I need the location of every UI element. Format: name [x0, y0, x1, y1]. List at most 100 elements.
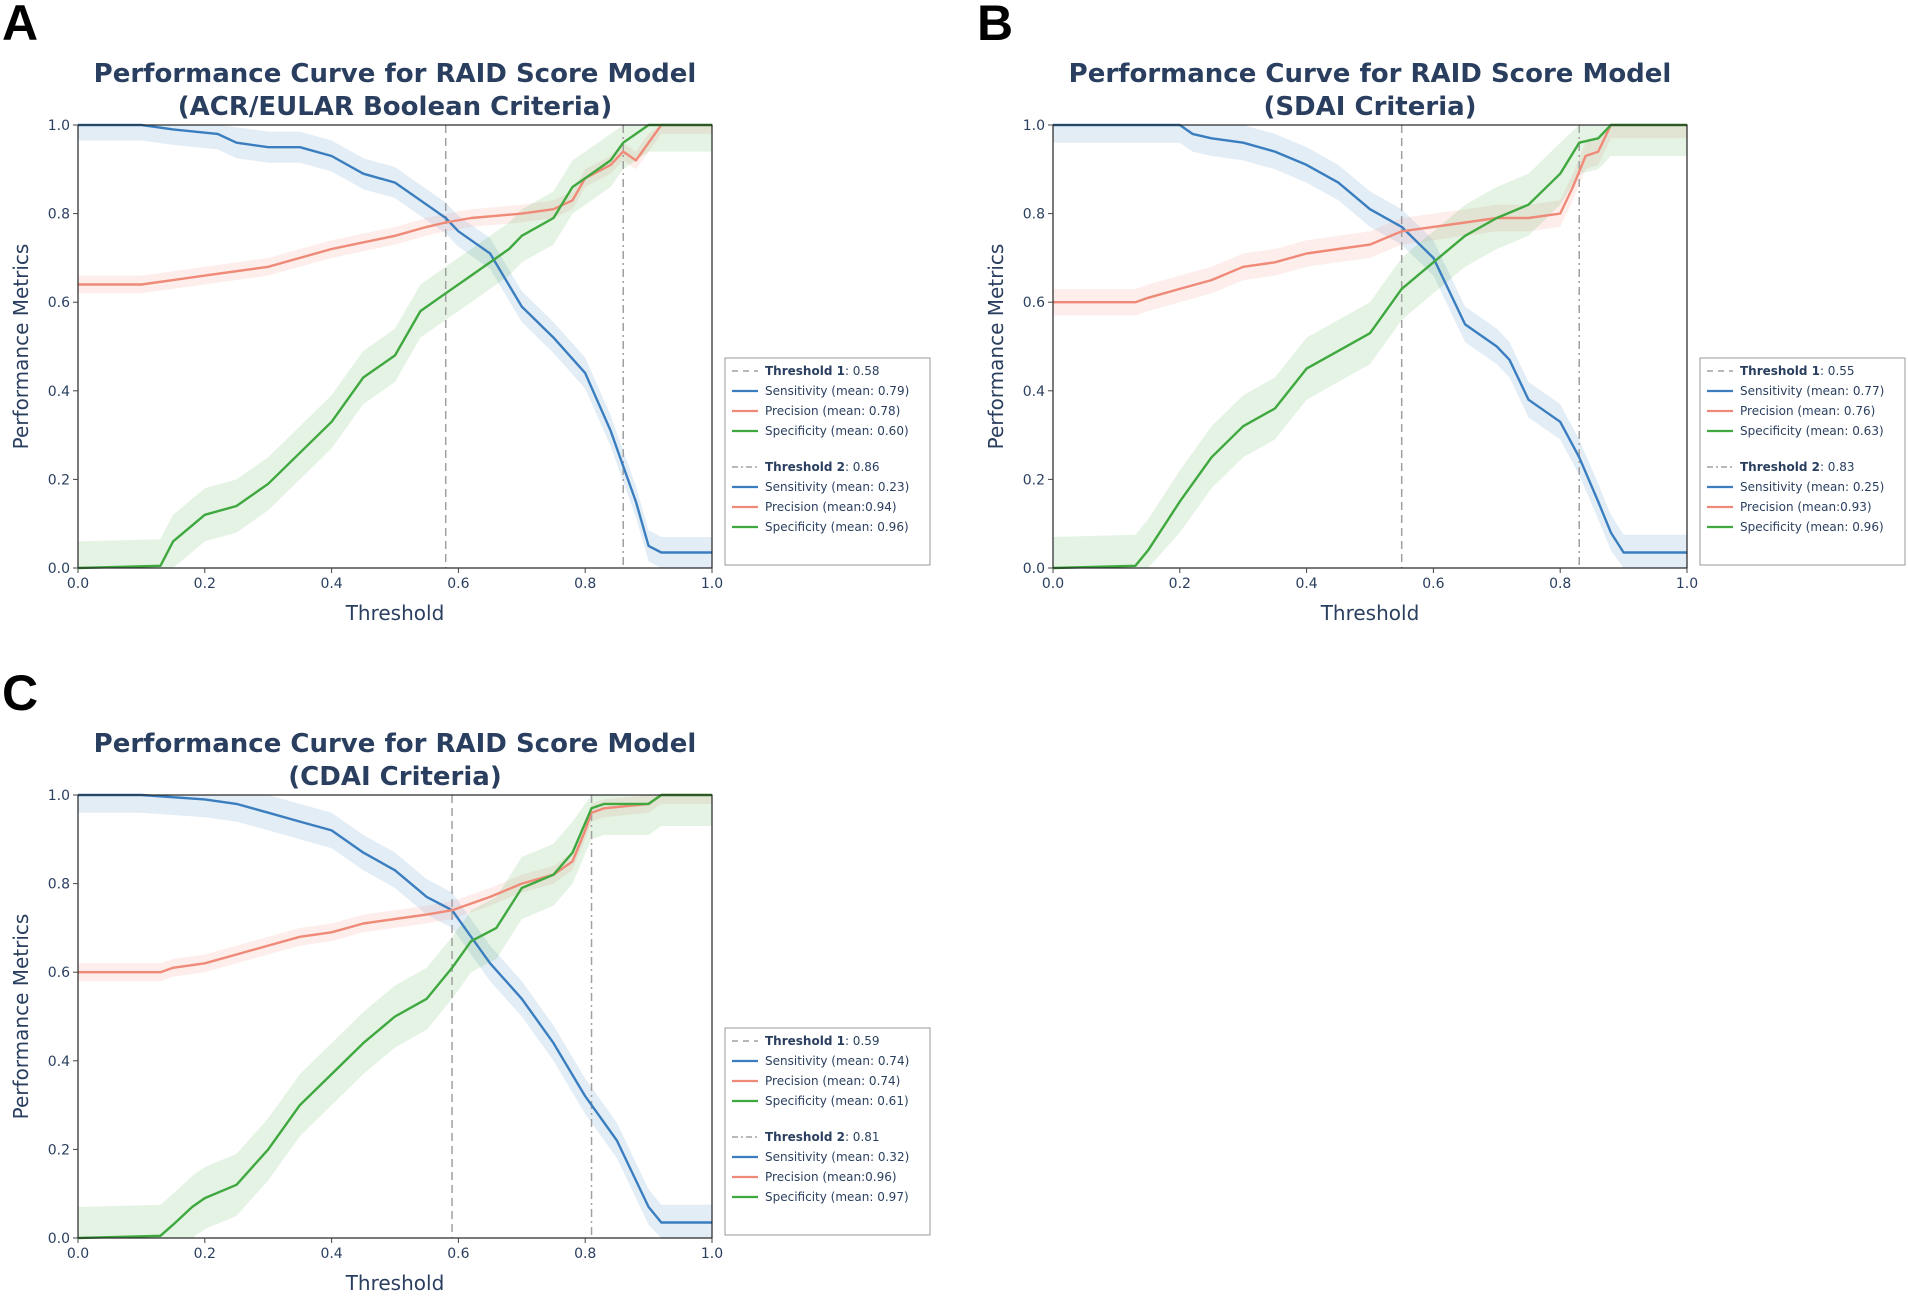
x-tick-label: 0.0	[1042, 576, 1064, 592]
legend-sensitivity-entry: Sensitivity (mean: 0.23)	[765, 480, 909, 494]
legend-specificity-entry: Specificity (mean: 0.96)	[1740, 520, 1884, 534]
legend-threshold-label: Threshold 1	[1740, 364, 1820, 378]
y-tick-label: 0.6	[48, 965, 70, 981]
x-tick-label: 1.0	[701, 576, 723, 592]
legend-precision-entry: Precision (mean:0.94)	[765, 500, 897, 514]
legend-sensitivity-entry: Sensitivity (mean: 0.74)	[765, 1054, 909, 1068]
chart-subtitle: (SDAI Criteria)	[1263, 92, 1476, 122]
x-tick-label: 0.2	[1169, 576, 1191, 592]
x-axis-label: Threshold	[345, 1271, 445, 1295]
plot-frame	[77, 124, 713, 569]
legend-specificity-entry: Specificity (mean: 0.61)	[765, 1094, 909, 1108]
y-tick-label: 0.6	[1023, 295, 1045, 311]
x-tick-label: 0.6	[447, 1246, 469, 1262]
legend-threshold-value: : 0.55	[1820, 364, 1855, 378]
legend-box	[1699, 357, 1906, 566]
legend-threshold-label: Threshold 1	[765, 1034, 845, 1048]
y-tick-label: 1.0	[48, 788, 70, 804]
legend-specificity-entry: Specificity (mean: 0.97)	[765, 1190, 909, 1204]
precision-line	[78, 793, 712, 974]
y-axis-label: Performance Metrics	[9, 244, 33, 450]
legend-sensitivity-entry: Sensitivity (mean: 0.77)	[1740, 384, 1884, 398]
plot-area	[78, 123, 712, 570]
legend-precision-entry: Precision (mean: 0.76)	[1740, 404, 1875, 418]
sensitivity-confidence-band	[78, 795, 712, 1238]
y-axis-label: Performance Metrics	[9, 914, 33, 1120]
legend-box	[724, 357, 931, 566]
legend-threshold-entry: Threshold 2: 0.81	[765, 1130, 880, 1144]
legend-threshold-entry: Threshold 2: 0.83	[1740, 460, 1855, 474]
legend-threshold-label: Threshold 2	[1740, 460, 1820, 474]
plot-area	[1053, 123, 1687, 570]
legend-threshold-value: : 0.81	[845, 1130, 880, 1144]
y-tick-label: 0.2	[48, 1142, 70, 1158]
sensitivity-confidence-band	[1053, 125, 1687, 568]
y-tick-label: 1.0	[48, 118, 70, 134]
panel-letter: B	[977, 0, 1014, 51]
specificity-line	[1053, 123, 1687, 570]
panel-letter: C	[2, 665, 39, 721]
legend-threshold-entry: Threshold 1: 0.59	[765, 1034, 880, 1048]
sensitivity-line	[1053, 123, 1687, 554]
legend-sensitivity-entry: Sensitivity (mean: 0.25)	[1740, 480, 1884, 494]
y-tick-label: 0.6	[48, 295, 70, 311]
panel-a: A Performance Curve for RAID Score Model…	[0, 0, 950, 640]
precision-line	[78, 123, 712, 286]
legend-precision-entry: Precision (mean:0.96)	[765, 1170, 897, 1184]
legend-specificity-entry: Specificity (mean: 0.60)	[765, 424, 909, 438]
plot-frame	[77, 794, 713, 1239]
chart-legend: Threshold 1: 0.58 Sensitivity (mean: 0.79…	[724, 357, 931, 566]
performance-chart: Performance Curve for RAID Score Model(S…	[984, 59, 1906, 625]
legend-threshold-value: : 0.59	[845, 1034, 880, 1048]
sensitivity-line	[78, 123, 712, 554]
x-axis-label: Threshold	[345, 601, 445, 625]
y-tick-label: 1.0	[1023, 118, 1045, 134]
x-tick-label: 0.8	[574, 576, 596, 592]
chart-title: Performance Curve for RAID Score Model	[1069, 59, 1672, 89]
x-tick-label: 0.2	[194, 576, 216, 592]
plot-area	[78, 793, 712, 1240]
x-tick-label: 1.0	[1676, 576, 1698, 592]
legend-threshold-entry: Threshold 1: 0.55	[1740, 364, 1855, 378]
specificity-line	[78, 123, 712, 570]
legend-specificity-entry: Specificity (mean: 0.96)	[765, 520, 909, 534]
y-axis-label: Performance Metrics	[984, 244, 1008, 450]
y-tick-label: 0.4	[1023, 384, 1045, 400]
y-tick-label: 0.2	[48, 472, 70, 488]
x-tick-label: 0.8	[574, 1246, 596, 1262]
performance-chart: Performance Curve for RAID Score Model(C…	[9, 729, 931, 1295]
x-tick-label: 0.8	[1549, 576, 1571, 592]
precision-line	[1053, 123, 1687, 304]
chart-legend: Threshold 1: 0.59 Sensitivity (mean: 0.74…	[724, 1027, 931, 1236]
legend-specificity-entry: Specificity (mean: 0.63)	[1740, 424, 1884, 438]
chart-legend: Threshold 1: 0.55 Sensitivity (mean: 0.77…	[1699, 357, 1906, 566]
y-tick-label: 0.8	[1023, 207, 1045, 223]
panel-b: B Performance Curve for RAID Score Model…	[975, 0, 1908, 640]
x-axis-label: Threshold	[1320, 601, 1420, 625]
panel-c: C Performance Curve for RAID Score Model…	[0, 665, 950, 1310]
legend-threshold-value: : 0.86	[845, 460, 880, 474]
y-tick-label: 0.4	[48, 1054, 70, 1070]
x-tick-label: 0.6	[447, 576, 469, 592]
legend-precision-entry: Precision (mean:0.93)	[1740, 500, 1872, 514]
legend-threshold-label: Threshold 1	[765, 364, 845, 378]
legend-sensitivity-entry: Sensitivity (mean: 0.32)	[765, 1150, 909, 1164]
legend-threshold-entry: Threshold 1: 0.58	[765, 364, 880, 378]
legend-box	[724, 1027, 931, 1236]
x-tick-label: 0.0	[67, 1246, 89, 1262]
chart-title: Performance Curve for RAID Score Model	[94, 729, 697, 759]
x-tick-label: 1.0	[701, 1246, 723, 1262]
specificity-line	[78, 793, 712, 1240]
performance-chart: Performance Curve for RAID Score Model(A…	[9, 59, 931, 625]
x-tick-label: 0.4	[320, 1246, 342, 1262]
x-tick-label: 0.4	[320, 576, 342, 592]
legend-threshold-value: : 0.58	[845, 364, 880, 378]
y-tick-label: 0.0	[48, 561, 70, 577]
y-tick-label: 0.2	[1023, 472, 1045, 488]
chart-subtitle: (ACR/EULAR Boolean Criteria)	[178, 92, 612, 122]
y-tick-label: 0.0	[48, 1231, 70, 1247]
legend-threshold-label: Threshold 2	[765, 460, 845, 474]
x-tick-label: 0.6	[1422, 576, 1444, 592]
plot-frame	[1052, 124, 1688, 569]
legend-precision-entry: Precision (mean: 0.74)	[765, 1074, 900, 1088]
